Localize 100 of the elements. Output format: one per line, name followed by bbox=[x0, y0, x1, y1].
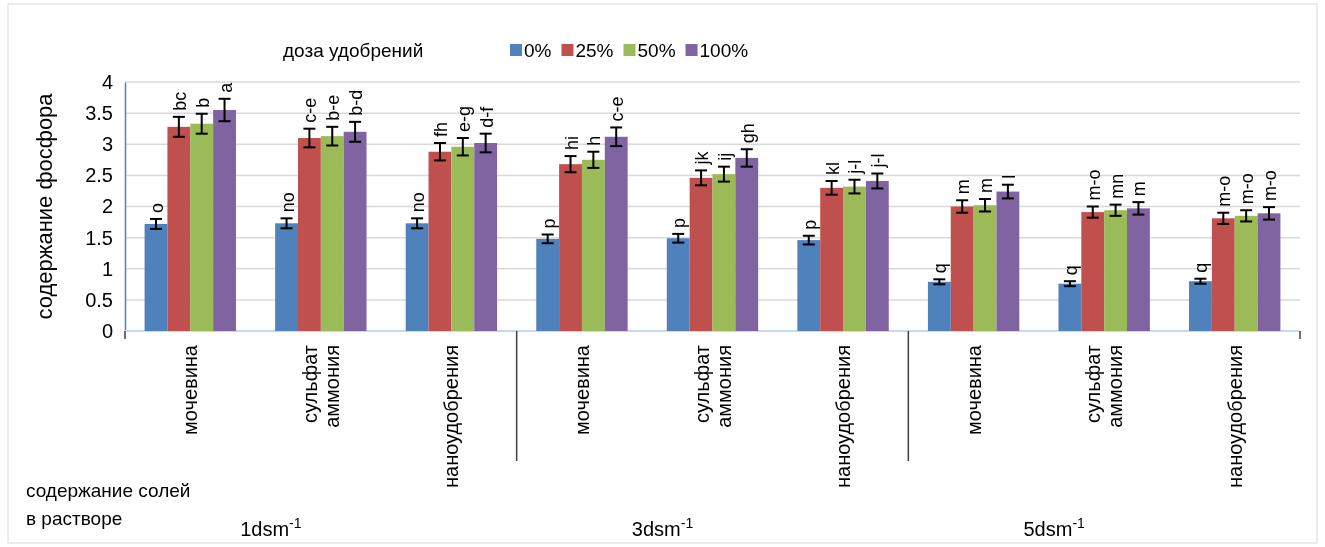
y-tick-label: 3.5 bbox=[85, 102, 113, 125]
bar bbox=[689, 177, 713, 331]
x-tick-label: сульфат аммония bbox=[1082, 345, 1127, 428]
data-label: e-g bbox=[453, 106, 474, 133]
data-label: m bbox=[976, 178, 997, 194]
bar bbox=[536, 238, 560, 331]
data-label: fh bbox=[430, 121, 451, 138]
legend-label: 25% bbox=[575, 40, 614, 61]
data-label: hi bbox=[561, 136, 582, 151]
text: содержание солей в растворе bbox=[26, 480, 191, 529]
y-tick-label: 0 bbox=[101, 319, 113, 342]
bar bbox=[297, 138, 321, 331]
text: 3dsm$^{-1}$ bbox=[631, 515, 694, 540]
bar bbox=[343, 131, 367, 331]
data-label: q bbox=[930, 263, 951, 274]
legend-label: 0% bbox=[524, 40, 552, 61]
data-label: p bbox=[799, 219, 820, 230]
data-label: m bbox=[1129, 181, 1150, 197]
data-label: no bbox=[408, 192, 429, 213]
data-label: m-o bbox=[1237, 173, 1258, 205]
bar bbox=[405, 223, 429, 331]
data-label: kl bbox=[822, 161, 843, 175]
bar bbox=[428, 151, 452, 331]
bar bbox=[167, 126, 191, 331]
bar bbox=[1211, 218, 1235, 331]
x-tick-label: сульфат аммония bbox=[298, 345, 343, 428]
data-label: j-l bbox=[868, 153, 889, 169]
legend-label: 100% bbox=[699, 40, 749, 61]
data-label: m bbox=[953, 179, 974, 195]
bar bbox=[1081, 212, 1105, 331]
data-label: p bbox=[538, 218, 559, 229]
bar bbox=[712, 174, 736, 331]
x-tick-label: мочевина bbox=[179, 344, 202, 435]
bar bbox=[927, 281, 951, 331]
bar bbox=[581, 159, 605, 331]
data-label: q bbox=[1060, 265, 1081, 276]
data-label: m-o bbox=[1214, 175, 1235, 207]
data-label: m-o bbox=[1083, 169, 1104, 201]
data-label: c-e bbox=[300, 97, 321, 123]
y-tick-label: 4 bbox=[101, 70, 113, 93]
text: 5dsm$^{-1}$ bbox=[1023, 515, 1086, 540]
bar bbox=[604, 136, 628, 331]
text: 1dsm$^{-1}$ bbox=[240, 515, 302, 540]
bar bbox=[797, 240, 821, 331]
bar bbox=[865, 180, 889, 331]
bar bbox=[559, 164, 582, 331]
bar bbox=[144, 223, 168, 331]
y-tick-label: 2 bbox=[101, 195, 113, 218]
legend-label: 50% bbox=[637, 40, 676, 61]
bar bbox=[1127, 208, 1150, 331]
bar bbox=[996, 191, 1020, 331]
y-tick-label: 0.5 bbox=[85, 288, 113, 311]
data-label: c-e bbox=[607, 96, 628, 122]
bar bbox=[843, 186, 866, 331]
bar bbox=[1104, 210, 1128, 331]
data-label: a bbox=[215, 81, 236, 93]
data-label: b-e bbox=[323, 94, 344, 121]
bar bbox=[451, 146, 475, 331]
x-tick-label: наноудобрения bbox=[440, 345, 463, 488]
bar bbox=[735, 157, 759, 331]
data-label: h bbox=[584, 135, 605, 146]
data-label: no bbox=[277, 192, 298, 213]
y-tick-label: 1.5 bbox=[85, 226, 113, 249]
x-tick-label: сульфат аммония bbox=[690, 345, 735, 428]
data-label: jk bbox=[692, 150, 713, 166]
data-label: b-d bbox=[346, 89, 367, 116]
data-label: b bbox=[192, 97, 213, 108]
data-label: bc bbox=[169, 91, 190, 111]
bar bbox=[973, 205, 997, 331]
x-tick-label: мочевина bbox=[962, 344, 985, 435]
bar bbox=[950, 206, 974, 331]
legend-title: доза удобрений bbox=[283, 40, 424, 61]
data-label: ij bbox=[714, 152, 735, 161]
x-tick-label: наноудобрения bbox=[1223, 345, 1246, 488]
data-label: mn bbox=[1106, 173, 1127, 199]
bar bbox=[1189, 281, 1212, 331]
bar bbox=[1257, 213, 1281, 331]
y-tick-label: 2.5 bbox=[85, 164, 113, 187]
data-label: d-f bbox=[476, 105, 497, 128]
x-tick-label: мочевина bbox=[570, 344, 593, 435]
bar bbox=[213, 110, 236, 331]
data-label: j-l bbox=[845, 159, 866, 175]
y-tick-label: 1 bbox=[101, 257, 113, 280]
y-tick-label: 3 bbox=[101, 133, 113, 156]
x-tick-label: наноудобрения bbox=[832, 345, 855, 488]
data-label: p bbox=[669, 217, 690, 228]
data-label: m-o bbox=[1259, 170, 1280, 202]
y-axis-title: содержание фосфора bbox=[32, 92, 57, 320]
bar bbox=[820, 187, 844, 331]
data-label: l bbox=[998, 174, 1019, 179]
data-label: gh bbox=[737, 123, 758, 144]
bar bbox=[1058, 283, 1082, 331]
data-label: o bbox=[147, 202, 168, 213]
bar bbox=[474, 143, 498, 331]
bar bbox=[190, 123, 214, 331]
bar bbox=[320, 136, 344, 331]
bar bbox=[1234, 215, 1258, 331]
bar bbox=[666, 238, 690, 331]
data-label: q bbox=[1191, 262, 1212, 273]
bar bbox=[275, 223, 298, 331]
